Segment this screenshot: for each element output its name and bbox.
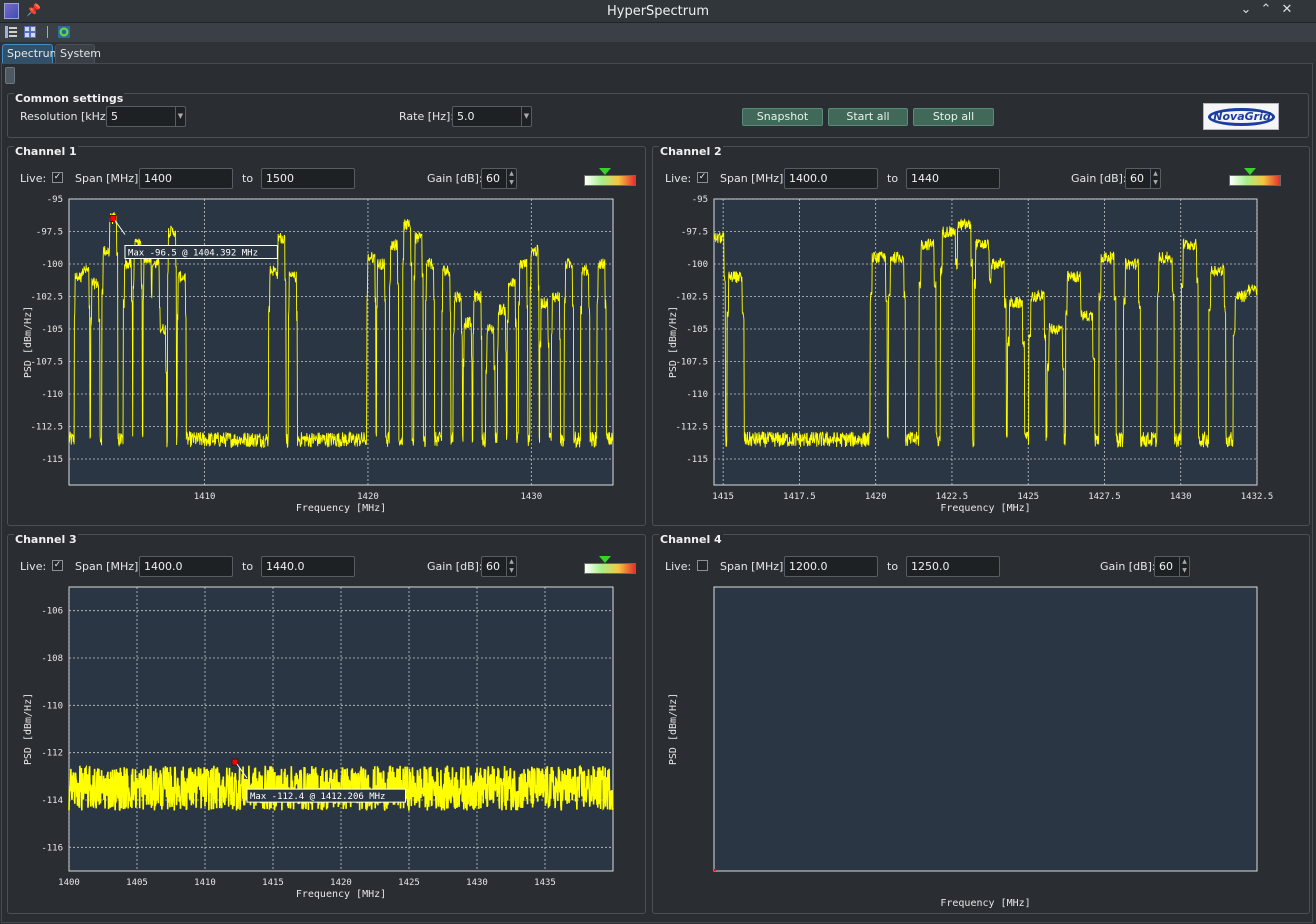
pin-icon[interactable]: 📌 (26, 3, 41, 17)
spin-arrows-icon[interactable]: ▲ ▼ (506, 557, 516, 576)
level-marker-icon (1244, 168, 1256, 175)
chevron-down-icon[interactable]: ▼ (521, 107, 531, 126)
span-from-input[interactable]: 1400 (139, 168, 233, 189)
channel-2-group: Channel 2 (652, 145, 1310, 526)
logo-text: NovaGrid (1213, 110, 1271, 123)
level-marker-icon (599, 556, 611, 563)
gain-value: 60 (486, 172, 500, 185)
span-from-input[interactable]: 1400.0 (784, 168, 878, 189)
gain-value: 60 (1130, 172, 1144, 185)
span-to-input[interactable]: 1500 (261, 168, 355, 189)
common-settings-group: Common settings (7, 92, 1309, 138)
channel-3-group: Channel 3 (7, 533, 646, 914)
live-label: Live: (665, 172, 692, 185)
common-settings-title: Common settings (14, 92, 125, 105)
rate-combo[interactable]: 5.0 ▼ (452, 106, 532, 127)
gain-spinbox[interactable]: 60 ▲ ▼ (1154, 556, 1190, 577)
gain-label: Gain [dB]: (427, 172, 483, 185)
to-label: to (242, 560, 254, 573)
stop-all-button[interactable]: Stop all (913, 108, 994, 126)
span-from-input[interactable]: 1200.0 (784, 556, 878, 577)
layout-grid-icon[interactable] (24, 26, 36, 38)
to-label: to (242, 172, 254, 185)
gain-spinbox[interactable]: 60 ▲ ▼ (1125, 168, 1161, 189)
live-checkbox[interactable]: ✓ (52, 172, 63, 183)
gain-level-indicator (584, 556, 636, 574)
window-title: HyperSpectrum (606, 4, 710, 19)
gain-spinbox[interactable]: 60 ▲ ▼ (481, 168, 517, 189)
channel-title: Channel 3 (14, 533, 78, 546)
span-to-input[interactable]: 1250.0 (906, 556, 1000, 577)
rate-label: Rate [Hz]: (399, 110, 455, 123)
resolution-combo[interactable]: 5 ▼ (106, 106, 186, 127)
spin-arrows-icon[interactable]: ▲ ▼ (1179, 557, 1189, 576)
layout-list-icon[interactable] (5, 26, 17, 38)
start-all-button[interactable]: Start all (828, 108, 908, 126)
live-checkbox[interactable] (697, 560, 708, 571)
gain-level-indicator (584, 168, 636, 186)
novagrid-logo: NovaGrid (1203, 103, 1279, 130)
gain-label: Gain [dB]: (1100, 560, 1156, 573)
gain-value: 60 (486, 560, 500, 573)
tab-spectrum[interactable]: Spectrum (2, 44, 60, 64)
to-label: to (887, 172, 899, 185)
span-to-input[interactable]: 1440 (906, 168, 1000, 189)
span-label: Span [MHz]: (75, 560, 142, 573)
live-label: Live: (20, 172, 47, 185)
spin-arrows-icon[interactable]: ▲ ▼ (506, 169, 516, 188)
snapshot-button[interactable]: Snapshot (742, 108, 823, 126)
channel-title: Channel 1 (14, 145, 78, 158)
close-icon[interactable]: ✕ (1281, 2, 1293, 17)
tab-bar: Spectrum System (0, 42, 1316, 64)
live-checkbox[interactable]: ✓ (697, 172, 708, 183)
channel-1-group: Channel 1 (7, 145, 646, 526)
span-label: Span [MHz]: (720, 172, 787, 185)
refresh-icon[interactable] (58, 26, 70, 38)
resolution-label: Resolution [kHz]: (20, 110, 114, 123)
gain-label: Gain [dB]: (427, 560, 483, 573)
toolbar-separator (47, 26, 48, 38)
span-from-input[interactable]: 1400.0 (139, 556, 233, 577)
tab-system[interactable]: System (55, 44, 101, 64)
minimize-icon[interactable]: ⌄ (1240, 2, 1252, 17)
sub-tab-handle[interactable] (5, 67, 15, 84)
app-icon (4, 3, 19, 19)
gain-value: 60 (1159, 560, 1173, 573)
title-bar: 📌 HyperSpectrum ⌄ ⌃ ✕ (0, 0, 1316, 23)
live-label: Live: (20, 560, 47, 573)
channel-4-group: Channel 4 (652, 533, 1310, 914)
live-label: Live: (665, 560, 692, 573)
live-checkbox[interactable]: ✓ (52, 560, 63, 571)
gain-label: Gain [dB]: (1071, 172, 1127, 185)
rate-value: 5.0 (457, 110, 475, 123)
to-label: to (887, 560, 899, 573)
span-label: Span [MHz]: (720, 560, 787, 573)
logo-ring (1208, 108, 1275, 126)
toolbar (0, 23, 1316, 42)
span-to-input[interactable]: 1440.0 (261, 556, 355, 577)
resolution-value: 5 (111, 110, 118, 123)
level-marker-icon (599, 168, 611, 175)
maximize-icon[interactable]: ⌃ (1260, 2, 1272, 17)
spin-arrows-icon[interactable]: ▲ ▼ (1150, 169, 1160, 188)
channel-title: Channel 4 (659, 533, 723, 546)
channel-title: Channel 2 (659, 145, 723, 158)
gain-spinbox[interactable]: 60 ▲ ▼ (481, 556, 517, 577)
gain-level-indicator (1229, 168, 1281, 186)
chevron-down-icon[interactable]: ▼ (175, 107, 185, 126)
span-label: Span [MHz]: (75, 172, 142, 185)
